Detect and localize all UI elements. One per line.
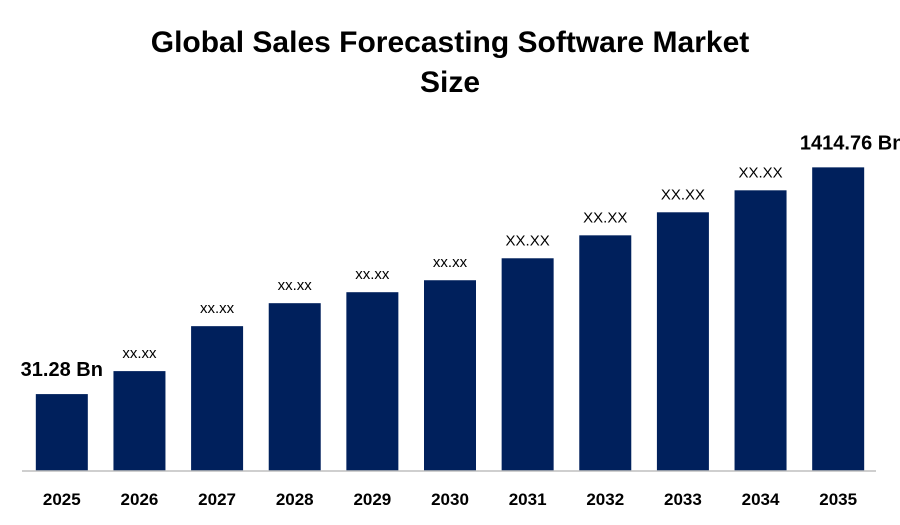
x-tick-label: 2032 [586,490,624,509]
value-label: 31.28 Bn [21,359,103,381]
x-tick-label: 2031 [509,490,547,509]
bar [501,258,554,471]
x-tick-label: 2030 [431,490,469,509]
x-tick-label: 2027 [198,490,236,509]
value-label: xx.xx [200,300,235,317]
x-tick-label: 2029 [353,490,391,509]
bar [812,167,865,471]
value-label: xx.xx [433,254,468,271]
bar [734,190,787,471]
value-label: xx.xx [122,345,157,362]
x-tick-label: 2025 [43,490,81,509]
bar [579,235,632,471]
value-label: xx.xx [278,277,313,294]
x-tick-label: 2026 [121,490,159,509]
bar [35,394,88,471]
bar [191,326,244,471]
bar [346,292,399,471]
value-label: 1414.76 Bn [800,132,900,154]
chart-title: Global Sales Forecasting Software Market… [151,26,750,99]
x-tick-label: 2033 [664,490,702,509]
bar [268,303,321,471]
x-tick-label: 2034 [742,490,780,509]
bar [424,280,476,471]
value-label: XX.XX [738,164,782,181]
x-tick-label: 2035 [819,490,857,509]
value-label: XX.XX [506,232,550,249]
bar [656,212,709,471]
x-tick-label: 2028 [276,490,314,509]
bar [113,371,166,471]
value-label: xx.xx [355,266,390,283]
value-label: XX.XX [661,186,705,203]
value-label: XX.XX [583,209,627,226]
